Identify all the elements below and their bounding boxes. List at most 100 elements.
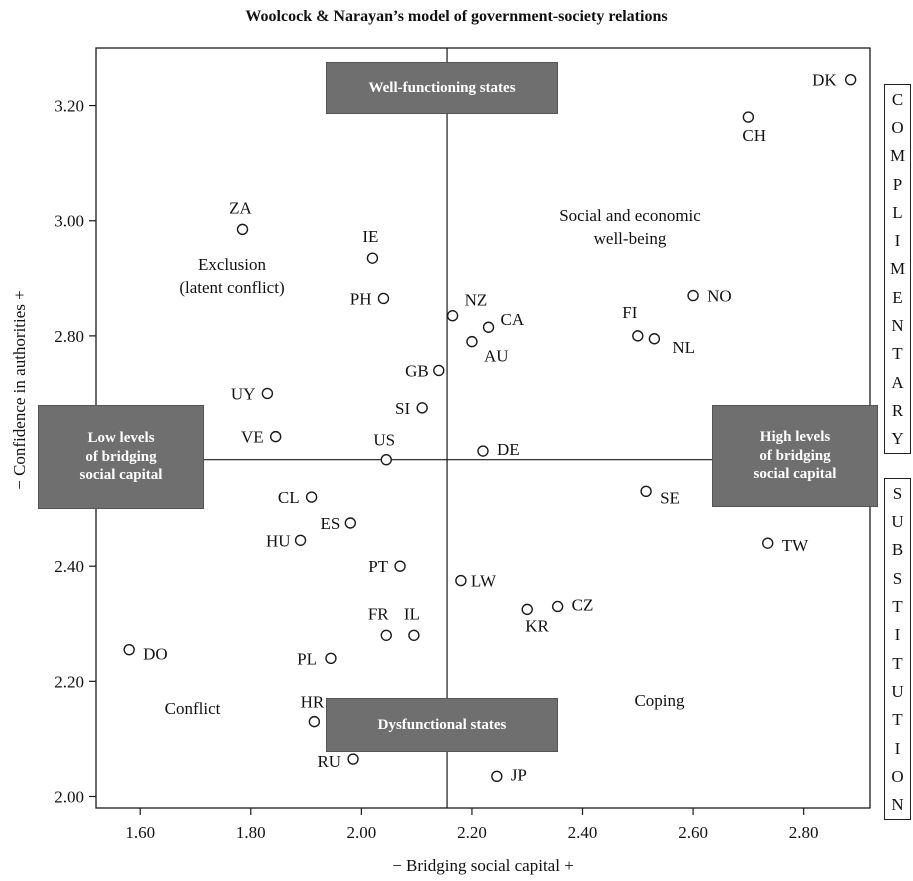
point-label-hr: HR	[301, 693, 325, 712]
point-ru	[347, 753, 359, 765]
point-label-nz: NZ	[465, 291, 488, 310]
point-label-ph: PH	[350, 289, 372, 308]
complimentary-letter: M	[889, 146, 906, 166]
point-label-gb: GB	[405, 361, 429, 380]
y-axis-label: − Confidence in authorities +	[10, 290, 29, 490]
point-label-jp: JP	[511, 765, 527, 784]
point-hu	[294, 534, 307, 546]
substitution-letter: T	[892, 710, 903, 730]
point-cl	[305, 491, 318, 503]
complimentary-letter: Y	[891, 429, 904, 449]
y-tick-label: 2.00	[54, 787, 84, 806]
point-label-ru: RU	[317, 752, 341, 771]
complimentary-letter: M	[889, 259, 906, 279]
complimentary-letter: O	[891, 117, 904, 137]
point-do	[123, 643, 135, 656]
point-label-pt: PT	[368, 557, 388, 576]
point-gb	[433, 364, 445, 377]
substitution-letter: I	[894, 625, 901, 645]
complimentary-letter: E	[892, 287, 903, 307]
point-cz	[551, 600, 564, 613]
annotation-exclusion: Exclusion (latent conflict)	[152, 254, 312, 300]
point-ie	[366, 252, 379, 264]
complimentary-letter: C	[891, 89, 904, 109]
point-label-fi: FI	[622, 303, 637, 322]
point-pl	[325, 652, 337, 665]
point-label-au: AU	[484, 347, 509, 366]
y-tick-label: 3.20	[54, 97, 84, 116]
point-label-si: SI	[395, 399, 410, 418]
well-functioning-states-box: Well-functioning states	[326, 62, 558, 114]
y-tick-label: 2.80	[54, 327, 84, 346]
high-levels-line3: social capital	[753, 466, 837, 483]
annotation-coping: Coping	[634, 691, 685, 710]
point-se	[640, 485, 652, 498]
annotation-conflict: Conflict	[164, 699, 221, 718]
point-ve	[269, 430, 282, 443]
high-levels-line1: High levels	[759, 428, 831, 445]
substitution-letter: U	[891, 681, 904, 701]
low-levels-line1: Low levels	[87, 429, 155, 446]
low-levels-box: Low levels of bridging social capital	[38, 405, 204, 509]
point-label-do: DO	[143, 645, 168, 664]
point-label-hu: HU	[266, 531, 291, 550]
point-label-ca: CA	[501, 310, 525, 329]
point-label-de: DE	[497, 440, 520, 459]
point-label-cl: CL	[278, 488, 300, 507]
point-label-pl: PL	[297, 649, 317, 668]
point-label-kr: KR	[525, 616, 549, 635]
annotation-exclusion-line2: (latent conflict)	[179, 277, 285, 297]
point-nz	[446, 310, 459, 322]
substitution-letter: I	[894, 738, 901, 758]
low-levels-line3: social capital	[79, 467, 163, 484]
point-us	[380, 453, 392, 466]
point-label-dk: DK	[812, 71, 837, 90]
low-levels-line2: of bridging	[85, 448, 157, 465]
point-jp	[491, 770, 503, 783]
high-levels-box: High levels of bridging social capital	[712, 405, 878, 507]
point-uy	[261, 387, 274, 400]
point-label-us: US	[373, 431, 395, 450]
point-label-lw: LW	[471, 572, 497, 591]
complimentary-letter: N	[891, 316, 904, 336]
point-pt	[394, 560, 406, 572]
point-fi	[632, 330, 644, 342]
substitution-letter: T	[892, 653, 903, 673]
complimentary-letter: L	[892, 202, 903, 222]
high-levels-line2: of bridging	[759, 447, 831, 464]
point-label-se: SE	[660, 488, 680, 507]
substitution-letter: U	[891, 511, 904, 531]
point-label-es: ES	[320, 514, 340, 533]
complimentary-letter: T	[892, 344, 903, 364]
point-si	[416, 402, 428, 414]
point-fr	[380, 629, 392, 641]
point-label-cz: CZ	[572, 595, 594, 614]
point-label-tw: TW	[782, 536, 809, 555]
point-label-ve: VE	[241, 428, 264, 447]
substitution-letter: T	[892, 596, 903, 616]
dysfunctional-states-box: Dysfunctional states	[326, 698, 558, 752]
substitution-letter: S	[892, 483, 903, 503]
complimentary-letter: P	[892, 174, 903, 194]
point-ch	[742, 111, 755, 123]
point-label-ch: CH	[742, 126, 766, 145]
point-ca	[482, 321, 495, 333]
point-hr	[308, 715, 321, 728]
x-tick-label: 2.00	[346, 823, 376, 842]
chart-title: Woolcock & Narayan’s model of government…	[245, 8, 668, 25]
point-label-uy: UY	[231, 384, 256, 403]
x-tick-label: 2.20	[457, 823, 487, 842]
point-dk	[844, 73, 857, 86]
annotation-wellbeing: Social and economic well-being	[520, 205, 740, 251]
point-tw	[762, 537, 774, 549]
point-label-ie: IE	[362, 227, 378, 246]
point-label-il: IL	[404, 604, 420, 623]
point-il	[408, 629, 420, 641]
x-tick-label: 1.80	[236, 823, 266, 842]
complimentary-letter: A	[891, 372, 904, 392]
point-es	[344, 517, 357, 529]
point-de	[477, 445, 489, 457]
y-tick-label: 2.40	[54, 557, 84, 576]
